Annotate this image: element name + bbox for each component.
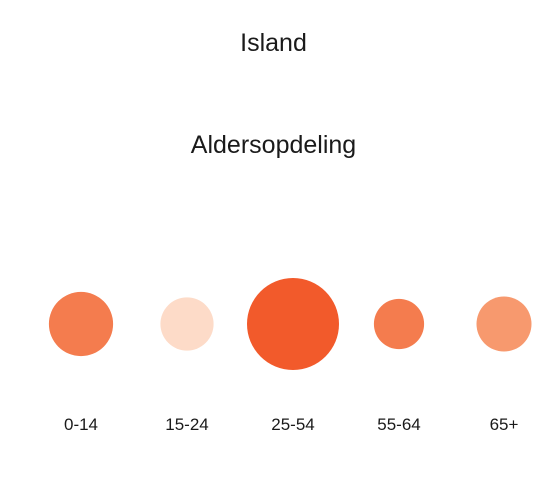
category-label-65+: 65+: [490, 415, 519, 434]
category-label-15-24: 15-24: [165, 415, 208, 434]
category-label-0-14: 0-14: [64, 415, 98, 434]
bubble-15-24: [160, 297, 214, 351]
chart-subtitle: Aldersopdeling: [190, 131, 357, 159]
category-label-25-54: 25-54: [271, 415, 314, 434]
chart-title: Island: [240, 29, 307, 57]
bubble-0-14: [48, 291, 114, 357]
bubble-65+: [476, 296, 532, 352]
bubble-55-64: [373, 298, 425, 350]
category-label-55-64: 55-64: [377, 415, 420, 434]
bubble-25-54: [247, 278, 339, 370]
